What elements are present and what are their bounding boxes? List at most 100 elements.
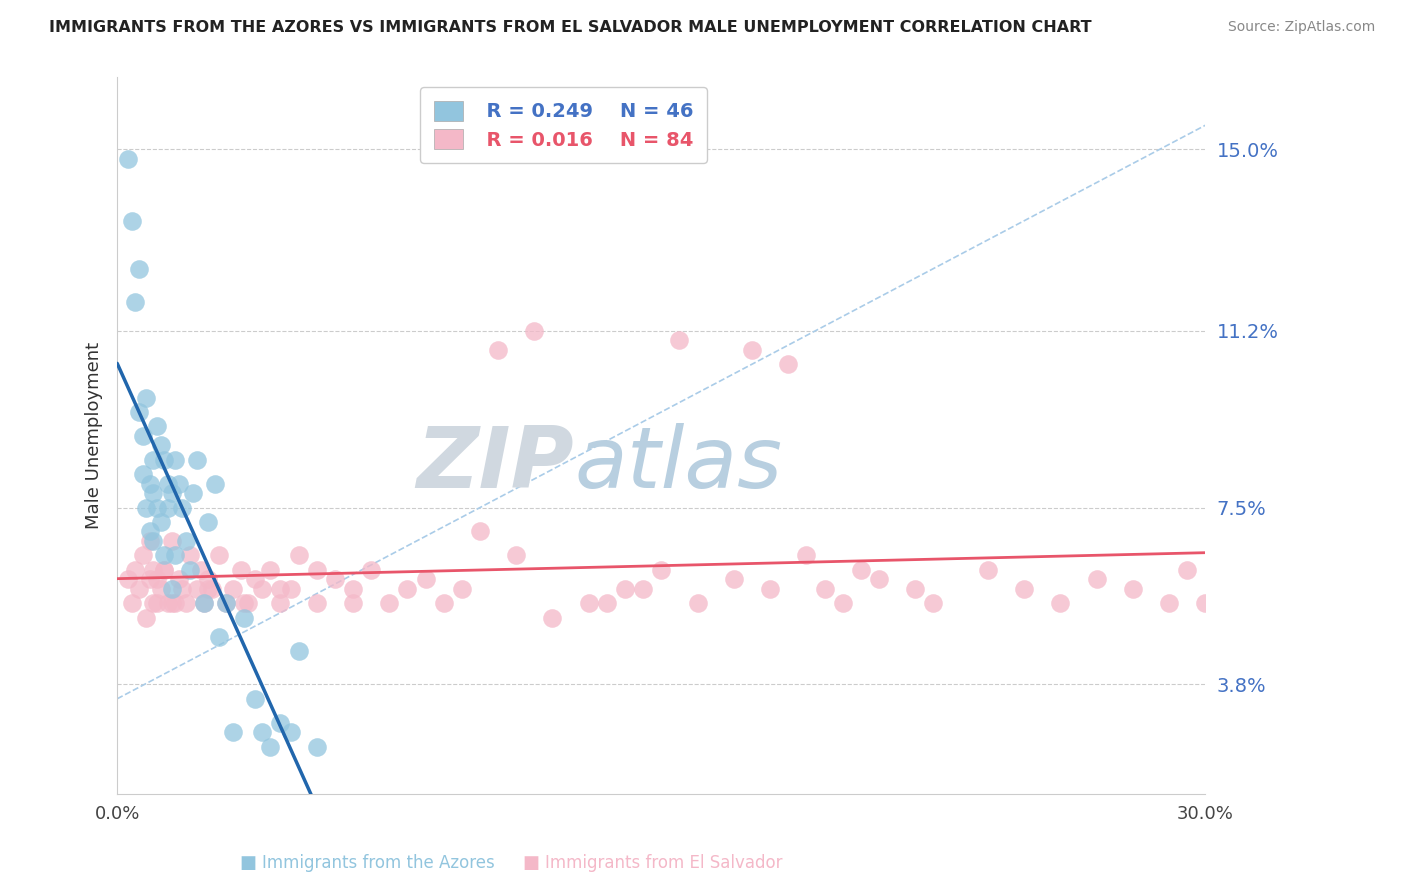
- Point: [243, 572, 266, 586]
- Point: [259, 739, 281, 754]
- Point: [179, 549, 201, 563]
- Point: [1194, 596, 1216, 610]
- Point: [229, 563, 252, 577]
- Point: [741, 343, 763, 357]
- Point: [215, 596, 238, 610]
- Point: [139, 534, 162, 549]
- Point: [142, 534, 165, 549]
- Point: [796, 549, 818, 563]
- Point: [415, 572, 437, 586]
- Point: [131, 467, 153, 482]
- Point: [686, 596, 709, 610]
- Point: [124, 295, 146, 310]
- Point: [922, 596, 945, 610]
- Point: [153, 563, 176, 577]
- Point: [396, 582, 419, 596]
- Point: [197, 515, 219, 529]
- Point: [135, 610, 157, 624]
- Point: [117, 152, 139, 166]
- Point: [146, 419, 169, 434]
- Point: [142, 486, 165, 500]
- Point: [541, 610, 564, 624]
- Point: [190, 563, 212, 577]
- Point: [128, 582, 150, 596]
- Point: [433, 596, 456, 610]
- Point: [149, 515, 172, 529]
- Point: [174, 534, 197, 549]
- Point: [269, 596, 291, 610]
- Point: [305, 596, 328, 610]
- Point: [142, 452, 165, 467]
- Point: [523, 324, 546, 338]
- Point: [1159, 596, 1181, 610]
- Point: [121, 596, 143, 610]
- Point: [904, 582, 927, 596]
- Point: [193, 596, 215, 610]
- Point: [153, 549, 176, 563]
- Text: atlas: atlas: [574, 423, 782, 506]
- Point: [252, 725, 274, 739]
- Point: [186, 582, 208, 596]
- Point: [236, 596, 259, 610]
- Point: [269, 715, 291, 730]
- Point: [160, 486, 183, 500]
- Point: [849, 563, 872, 577]
- Point: [135, 500, 157, 515]
- Point: [1085, 572, 1108, 586]
- Point: [208, 549, 231, 563]
- Point: [868, 572, 890, 586]
- Point: [146, 500, 169, 515]
- Point: [156, 596, 179, 610]
- Point: [128, 405, 150, 419]
- Point: [505, 549, 527, 563]
- Point: [233, 596, 256, 610]
- Point: [160, 534, 183, 549]
- Point: [167, 476, 190, 491]
- Point: [197, 572, 219, 586]
- Text: ■: ■: [522, 855, 540, 872]
- Point: [269, 582, 291, 596]
- Point: [193, 596, 215, 610]
- Point: [280, 582, 302, 596]
- Point: [342, 596, 364, 610]
- Point: [131, 429, 153, 443]
- Point: [160, 596, 183, 610]
- Point: [165, 549, 187, 563]
- Y-axis label: Male Unemployment: Male Unemployment: [86, 343, 103, 530]
- Text: Immigrants from El Salvador: Immigrants from El Salvador: [544, 855, 782, 872]
- Point: [174, 596, 197, 610]
- Text: IMMIGRANTS FROM THE AZORES VS IMMIGRANTS FROM EL SALVADOR MALE UNEMPLOYMENT CORR: IMMIGRANTS FROM THE AZORES VS IMMIGRANTS…: [49, 20, 1092, 35]
- Point: [252, 582, 274, 596]
- Point: [156, 500, 179, 515]
- Point: [287, 549, 309, 563]
- Point: [139, 572, 162, 586]
- Point: [131, 549, 153, 563]
- Point: [243, 691, 266, 706]
- Point: [778, 357, 800, 371]
- Point: [149, 438, 172, 452]
- Point: [323, 572, 346, 586]
- Point: [450, 582, 472, 596]
- Point: [156, 476, 179, 491]
- Point: [360, 563, 382, 577]
- Point: [117, 572, 139, 586]
- Point: [468, 524, 491, 539]
- Point: [172, 500, 194, 515]
- Point: [650, 563, 672, 577]
- Point: [146, 572, 169, 586]
- Point: [149, 582, 172, 596]
- Point: [831, 596, 853, 610]
- Point: [200, 582, 222, 596]
- Point: [222, 725, 245, 739]
- Text: Immigrants from the Azores: Immigrants from the Azores: [262, 855, 495, 872]
- Text: ZIP: ZIP: [416, 423, 574, 506]
- Point: [153, 563, 176, 577]
- Point: [215, 596, 238, 610]
- Legend:   R = 0.249    N = 46,   R = 0.016    N = 84: R = 0.249 N = 46, R = 0.016 N = 84: [420, 87, 707, 163]
- Point: [1122, 582, 1144, 596]
- Point: [183, 486, 205, 500]
- Point: [186, 452, 208, 467]
- Point: [977, 563, 1000, 577]
- Point: [614, 582, 637, 596]
- Point: [165, 596, 187, 610]
